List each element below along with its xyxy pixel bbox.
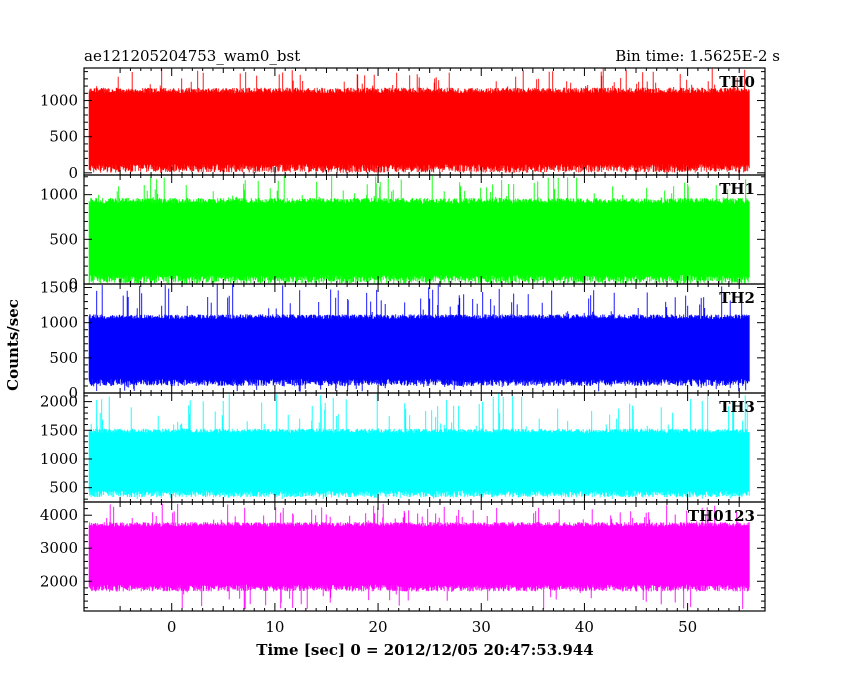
y-tick-label: 4000: [40, 506, 78, 524]
y-tick-label: 500: [49, 128, 78, 146]
y-tick-label: 1500: [40, 279, 78, 297]
x-tick-label: 10: [265, 618, 284, 636]
y-axis-label: Counts/sec: [4, 299, 22, 391]
y-tick-label: 500: [49, 479, 78, 497]
panel-th0: 0 500 1000 TH0: [40, 67, 766, 182]
y-tick-label: 1000: [40, 450, 78, 468]
y-tick-label: 500: [49, 230, 78, 248]
panel-name-label: TH1: [719, 180, 755, 198]
x-tick-label: 40: [575, 618, 594, 636]
bin-time-label: Bin time: 1.5625E-2 s: [615, 47, 780, 65]
x-tick-label: 0: [167, 618, 177, 636]
panel-name-label: TH0123: [688, 507, 755, 525]
x-tick-label: 20: [369, 618, 388, 636]
panel-frame: [83, 501, 766, 612]
y-tick-label: 1500: [40, 421, 78, 439]
y-tick-label: 500: [49, 349, 78, 367]
y-tick-label: 0: [68, 384, 78, 402]
chart-title: ae121205204753_wam0_bst: [84, 47, 300, 65]
y-tick-label: 1000: [40, 186, 78, 204]
y-tick-label: 3000: [40, 539, 78, 557]
series-th3: [88, 393, 750, 499]
y-tick-label: 1000: [40, 314, 78, 332]
panel-th2: 0 500 1000 1500 TH2: [40, 279, 766, 402]
y-tick-label: 1000: [40, 92, 78, 110]
y-tick-label: 2000: [40, 393, 78, 411]
x-tick-label: 30: [472, 618, 491, 636]
y-tick-label: 2000: [40, 572, 78, 590]
panel-th0123: 2000 3000 4000 TH0123: [40, 501, 766, 612]
series-th2: [88, 284, 750, 392]
series-th1: [88, 175, 750, 284]
x-tick-label: 50: [678, 618, 697, 636]
panel-name-label: TH2: [719, 289, 755, 307]
y-tick-label: 0: [68, 275, 78, 293]
x-axis-label: Time [sec] 0 = 2012/12/05 20:47:53.944: [256, 641, 593, 659]
series-th0123: [88, 503, 750, 610]
panel-th1: 0 500 1000 TH1: [40, 174, 766, 293]
y-tick-label: 0: [68, 164, 78, 182]
panel-name-label: TH3: [719, 398, 755, 416]
series-th0: [88, 68, 750, 173]
panel-name-label: TH0: [719, 73, 755, 91]
panel-th3: 500 1000 1500 2000 TH3: [40, 392, 766, 503]
